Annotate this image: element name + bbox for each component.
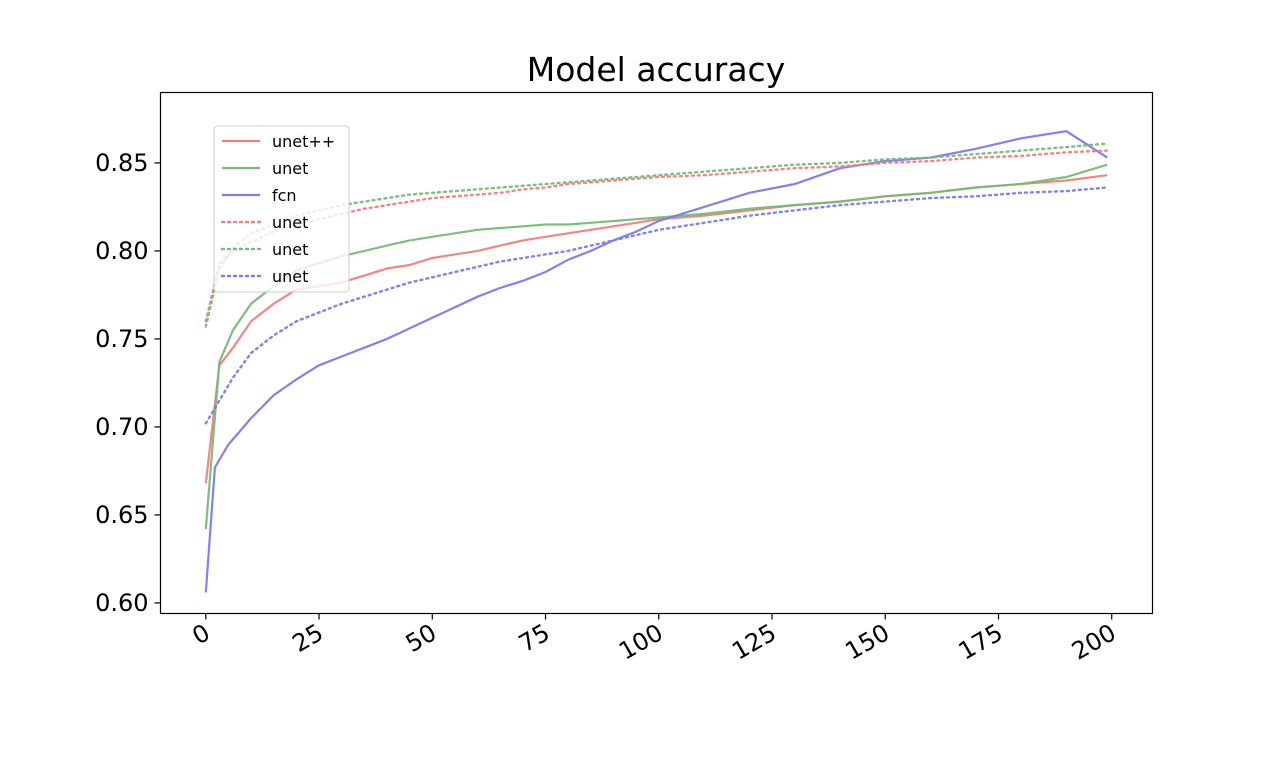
legend-label: unet xyxy=(272,213,308,232)
legend-label: unet xyxy=(272,240,308,259)
x-tick-label: 0 xyxy=(188,618,215,650)
y-axis: 0.60 0.65 0.70 0.75 0.80 0.85 xyxy=(95,149,161,617)
series-line-4 xyxy=(204,142,1109,328)
y-tick-label: 0.80 xyxy=(95,237,148,265)
x-tick-label: 25 xyxy=(288,618,328,658)
x-tick-label: 50 xyxy=(401,618,441,658)
x-tick-label: 150 xyxy=(841,618,895,665)
legend-label: fcn xyxy=(272,186,297,205)
legend-label: unet xyxy=(272,159,308,178)
series-line-5 xyxy=(204,186,1109,425)
chart-title: Model accuracy xyxy=(527,50,785,89)
plot-frame xyxy=(159,91,1154,615)
x-tick-label: 200 xyxy=(1067,618,1121,665)
legend-label: unet++ xyxy=(272,132,335,151)
x-axis: 0 25 50 75 100 125 150 175 200 xyxy=(188,613,1121,666)
x-tick-label: 175 xyxy=(954,618,1008,665)
y-tick-label: 0.65 xyxy=(95,501,148,529)
y-tick-label: 0.85 xyxy=(95,149,148,177)
legend-label: unet xyxy=(272,267,308,286)
y-tick-label: 0.75 xyxy=(95,325,148,353)
y-tick-label: 0.70 xyxy=(95,413,148,441)
y-tick-label: 0.60 xyxy=(95,589,148,617)
x-tick-label: 125 xyxy=(727,618,781,665)
legend: unet++ unet fcn unet unet unet xyxy=(213,125,350,293)
x-tick-label: 100 xyxy=(614,618,668,665)
x-tick-label: 75 xyxy=(514,618,554,658)
